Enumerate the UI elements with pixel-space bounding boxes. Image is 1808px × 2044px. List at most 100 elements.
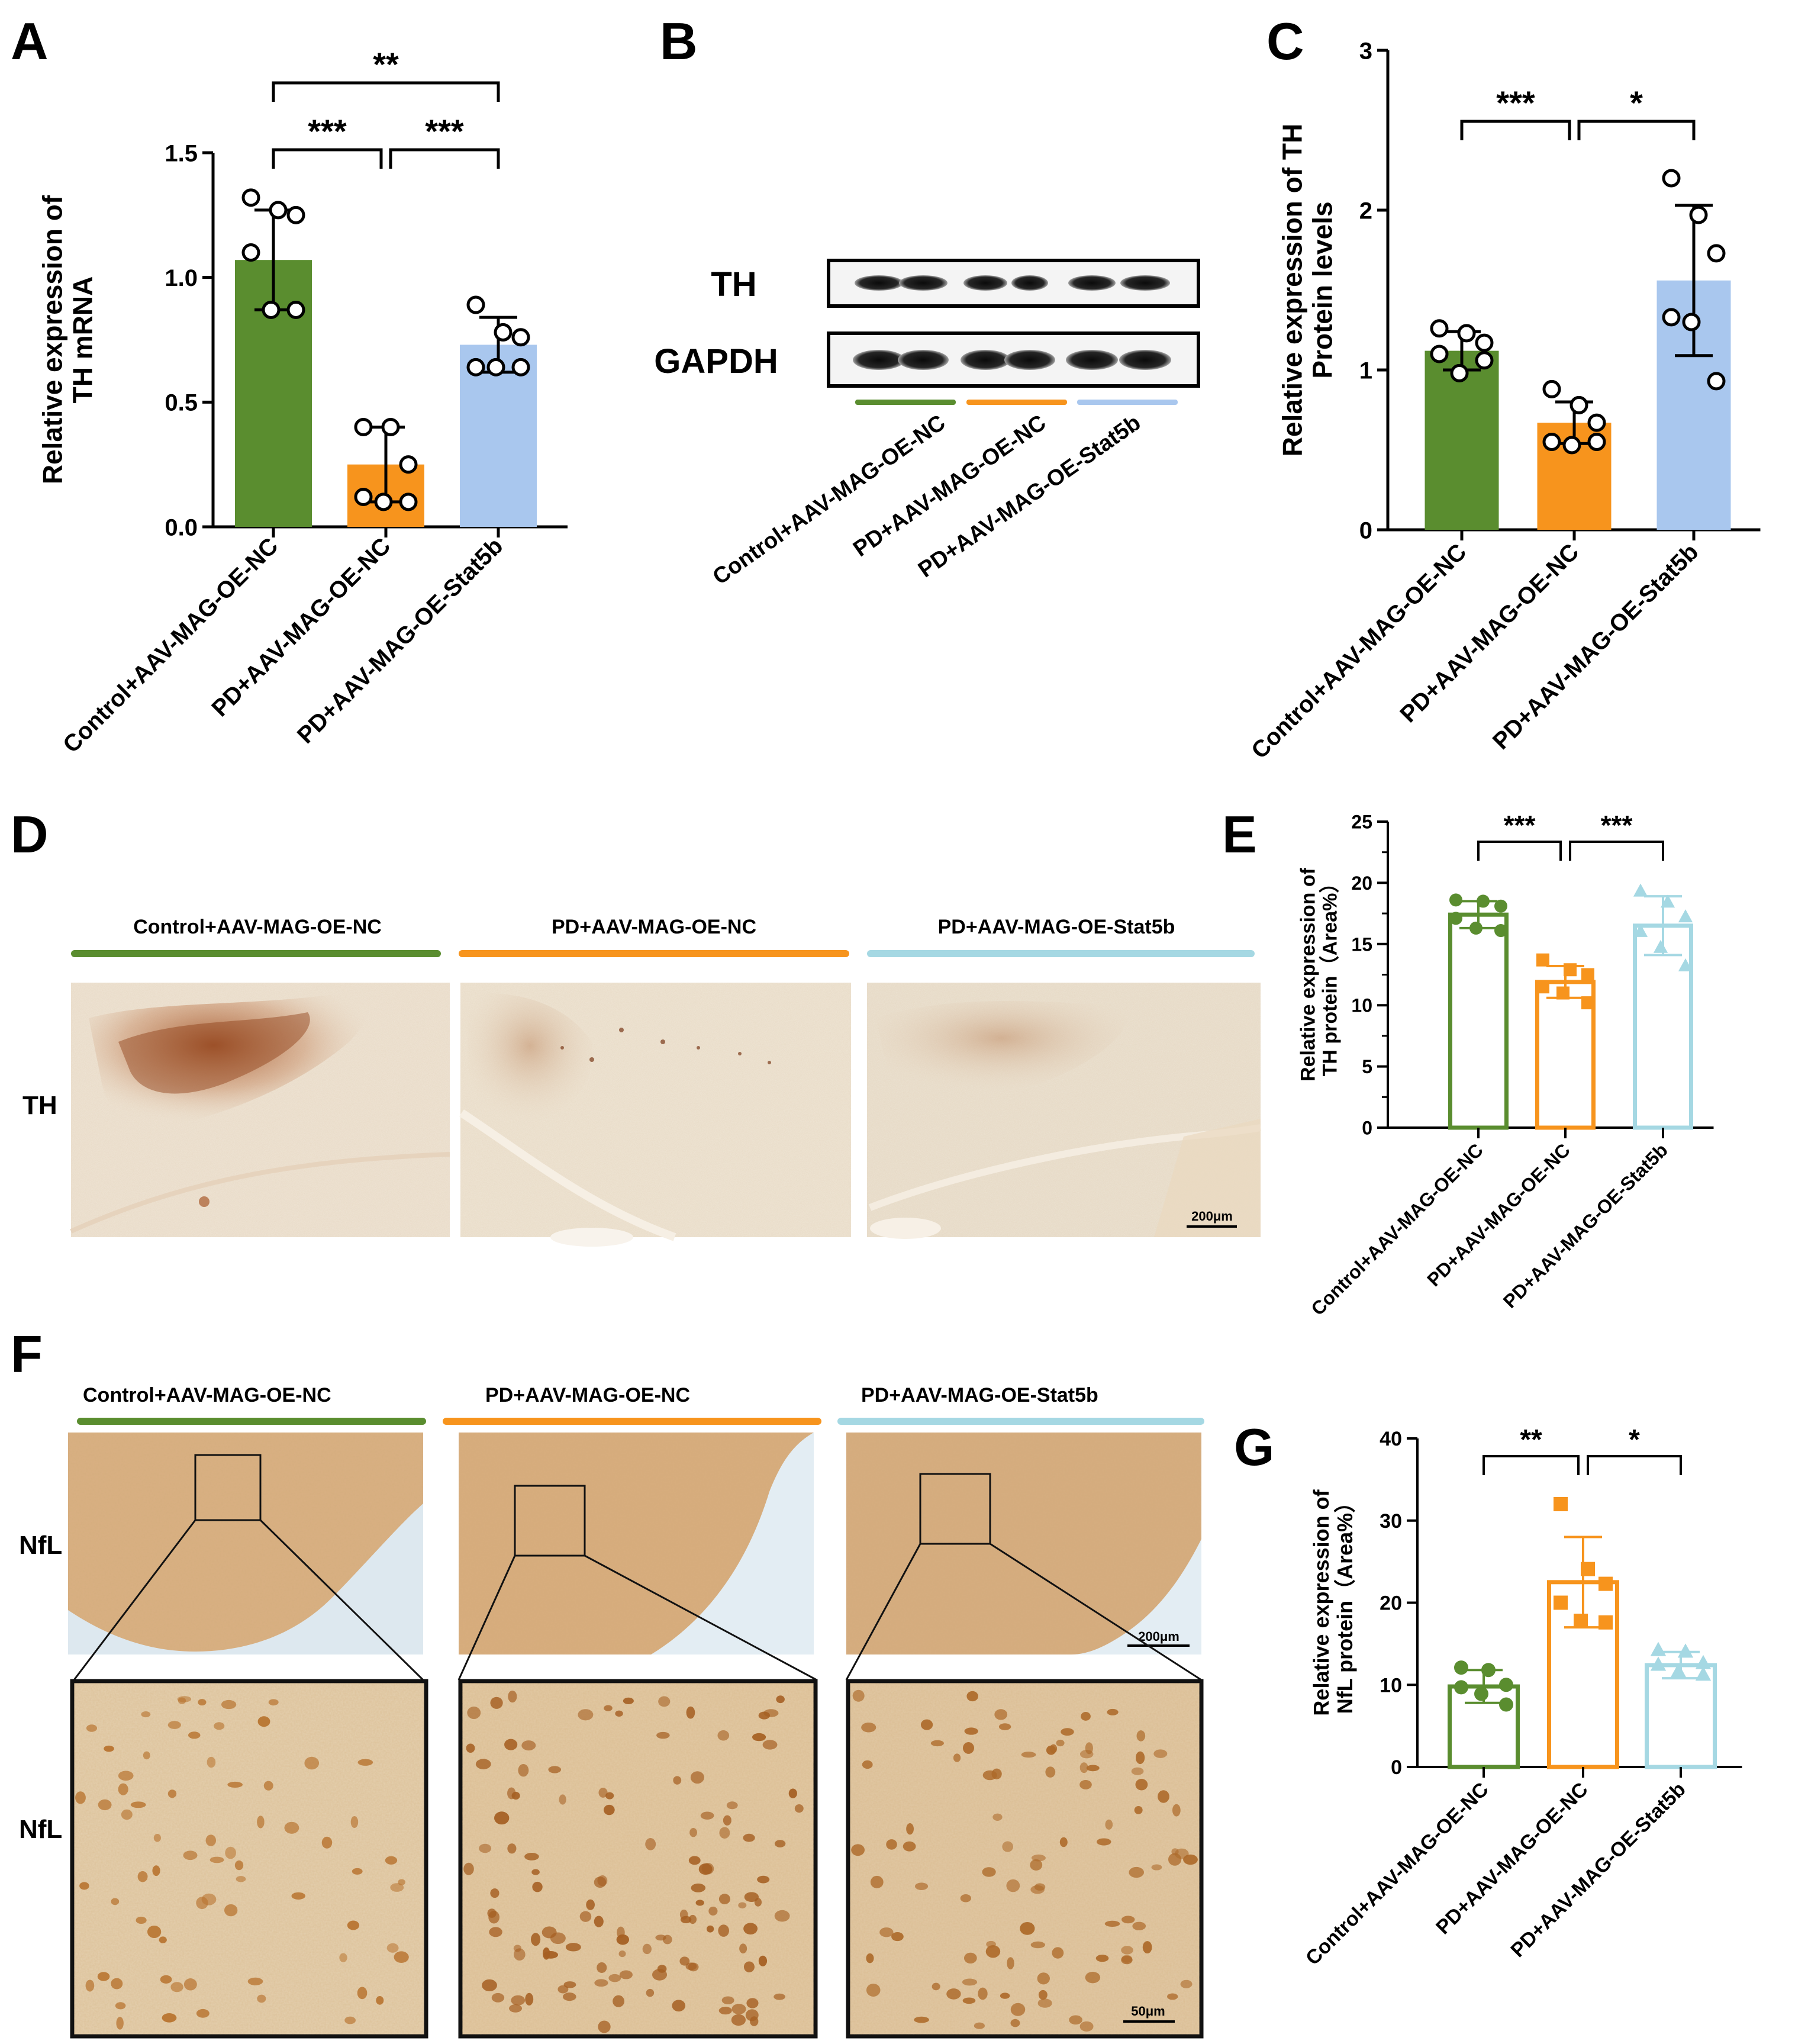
ihc-d-image-control bbox=[70, 983, 450, 1237]
stained-cell bbox=[962, 1742, 974, 1754]
blot-band bbox=[853, 350, 905, 370]
data-point bbox=[286, 300, 305, 319]
stained-cell bbox=[1069, 2015, 1082, 2025]
blot-band bbox=[1066, 350, 1118, 370]
ihc-d-row-label: TH bbox=[22, 1091, 57, 1120]
x-tick-label: PD+AAV-MAG-OE-Stat5b bbox=[1506, 1778, 1690, 1962]
stained-cell bbox=[511, 1995, 526, 2006]
data-point bbox=[1536, 953, 1549, 967]
stained-cell bbox=[992, 1813, 1003, 1821]
y-tick-label: 1 bbox=[1359, 358, 1372, 384]
ihc-th-panel: Control+AAV-MAG-OE-NC PD+AAV-MAG-OE-NC P… bbox=[22, 916, 1261, 1247]
stained-cell bbox=[655, 1934, 666, 1941]
stained-cell bbox=[963, 1952, 977, 1964]
ihc-d-col-label-stat5b: PD+AAV-MAG-OE-Stat5b bbox=[938, 916, 1175, 938]
stained-cell bbox=[257, 1816, 265, 1829]
significance-label: ** bbox=[1520, 1424, 1542, 1456]
data-point bbox=[354, 487, 373, 506]
data-point bbox=[1598, 1615, 1613, 1630]
stained-cell bbox=[986, 1940, 996, 1948]
stained-cell bbox=[118, 1783, 128, 1795]
stained-cell bbox=[1153, 1749, 1168, 1758]
stained-cell bbox=[762, 1740, 778, 1750]
stained-cell bbox=[116, 2016, 124, 2030]
stained-cell bbox=[852, 1689, 865, 1702]
scale-bar-label-f-high: 50μm bbox=[1131, 2004, 1165, 2019]
data-point bbox=[511, 358, 530, 376]
stained-cell bbox=[1135, 1751, 1145, 1765]
ihc-d-image-pd bbox=[459, 983, 851, 1247]
x-tick-label: Control+AAV-MAG-OE-NC bbox=[1301, 1778, 1493, 1970]
stained-cell bbox=[689, 1827, 697, 1837]
blot-band bbox=[1119, 350, 1171, 370]
stained-cell bbox=[188, 1731, 201, 1739]
stained-cell bbox=[550, 1932, 566, 1945]
stained-cell bbox=[159, 1936, 167, 1943]
stained-cell bbox=[706, 1925, 714, 1933]
stained-cell bbox=[1045, 1766, 1056, 1778]
chart-a: 0.0 0.5 1.0 1.5 Relative expression ofTH mRN… bbox=[37, 46, 568, 758]
x-tick-label: PD+AAV-MAG-OE-NC bbox=[207, 533, 395, 722]
stained-cell bbox=[118, 1771, 134, 1781]
stained-cell bbox=[1086, 1765, 1100, 1772]
stained-cell bbox=[717, 1730, 730, 1741]
stained-cell bbox=[467, 1706, 481, 1720]
stained-cell bbox=[618, 1950, 626, 1958]
stained-cell bbox=[1030, 1941, 1045, 1949]
data-point bbox=[1707, 372, 1726, 391]
ihc-f-low-pd bbox=[459, 1433, 814, 1654]
stained-cell bbox=[221, 1699, 237, 1710]
stained-cell bbox=[985, 1945, 1001, 1958]
stained-cell bbox=[594, 1916, 604, 1927]
data-point bbox=[1477, 894, 1490, 908]
stained-cell bbox=[507, 1843, 517, 1854]
y-tick-label: 15 bbox=[1351, 934, 1372, 955]
data-point bbox=[1494, 899, 1507, 913]
y-axis-label: Relative expression ofTH mRNA bbox=[37, 195, 98, 484]
data-point bbox=[1587, 413, 1606, 432]
stained-cell bbox=[657, 1965, 667, 1973]
stained-cell bbox=[679, 1956, 690, 1966]
data-point bbox=[1581, 968, 1594, 981]
stained-cell bbox=[1081, 1712, 1091, 1721]
y-axis-label: Relative expression of THProtein levels bbox=[1277, 124, 1338, 456]
stained-cell bbox=[152, 1865, 160, 1876]
stained-cell bbox=[167, 1721, 181, 1729]
data-point bbox=[1678, 958, 1693, 971]
stained-cell bbox=[490, 1888, 499, 1898]
stained-cell bbox=[463, 1862, 474, 1875]
stained-cell bbox=[726, 1801, 738, 1810]
stained-cell bbox=[1037, 1972, 1050, 1985]
data-point bbox=[1633, 923, 1648, 937]
stained-cell bbox=[214, 1722, 225, 1730]
ihc-d-image-stat5b: 200μm bbox=[867, 983, 1261, 1239]
stained-cell bbox=[1002, 1841, 1014, 1852]
stained-cell bbox=[1105, 1819, 1113, 1830]
stained-cell bbox=[398, 1879, 405, 1885]
stained-cell bbox=[1167, 1993, 1178, 2000]
ihc-f-group-bar-control bbox=[77, 1418, 426, 1425]
stained-cell bbox=[680, 1916, 692, 1923]
stained-cell bbox=[695, 1900, 704, 1906]
data-point bbox=[1670, 1663, 1687, 1678]
data-point bbox=[1587, 433, 1606, 451]
stained-cell bbox=[685, 1962, 697, 1971]
data-point bbox=[1469, 921, 1483, 935]
y-axis-label: Relative expression ofNfL protein（Area%） bbox=[1309, 1489, 1357, 1715]
panel-label-g: G bbox=[1234, 1418, 1274, 1476]
data-point bbox=[1474, 1686, 1488, 1701]
stained-cell bbox=[85, 1979, 95, 1992]
data-point bbox=[1682, 313, 1701, 331]
stained-cell bbox=[608, 1974, 621, 1982]
y-tick-label: 25 bbox=[1351, 812, 1372, 833]
stained-cell bbox=[718, 1924, 729, 1937]
stained-cell bbox=[1037, 1998, 1052, 2008]
stained-cell bbox=[1180, 1979, 1193, 1988]
ihc-d-group-bar-control bbox=[71, 950, 441, 957]
stained-cell bbox=[700, 1811, 714, 1820]
data-point bbox=[1542, 379, 1561, 398]
stained-cell bbox=[920, 1719, 933, 1730]
stained-cell bbox=[525, 1993, 534, 2006]
data-point bbox=[1653, 939, 1668, 953]
stained-cell bbox=[1121, 1916, 1135, 1924]
